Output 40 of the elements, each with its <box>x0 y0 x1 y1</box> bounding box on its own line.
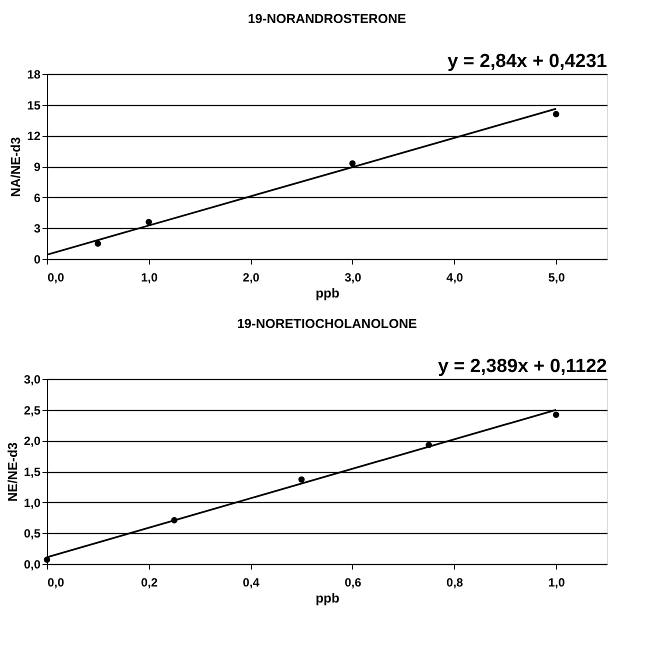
y-tick-label: 3 <box>34 222 41 236</box>
point <box>94 240 102 247</box>
y-axis-title: NE/NE-d3 <box>4 442 20 502</box>
y-tick-label: 1,5 <box>24 465 41 479</box>
y-tick-label: 0,5 <box>24 526 41 541</box>
y-tick-label: 0,0 <box>24 558 41 572</box>
chart-title: 19-NORANDROSTERONE <box>248 11 406 26</box>
x-tick-label: 1,0 <box>140 270 158 284</box>
chart-title: 19-NORETIOCHOLANOLONE <box>237 316 418 331</box>
point <box>146 218 152 226</box>
x-tick-label: 3,0 <box>344 270 362 284</box>
point <box>349 160 356 167</box>
y-tick-label: 6 <box>34 190 41 205</box>
point <box>552 412 560 418</box>
x-tick-label: 0,4 <box>242 576 260 590</box>
text: y = 2,84x + 0,4231 <box>447 51 608 72</box>
y-tick-label: 3,0 <box>24 372 41 386</box>
y-tick-label: 12 <box>27 129 41 144</box>
text: y = 2,389x + 0,1122 <box>438 356 607 377</box>
x-tick-label: 0,0 <box>48 270 65 284</box>
x-tick-label: 2,0 <box>242 270 260 284</box>
y-tick-label: 9 <box>34 160 41 174</box>
x-tick-label: 4,0 <box>446 270 464 284</box>
y-axis-title: NA/NE-d3 <box>8 137 24 197</box>
y-tick-label: 2,5 <box>24 403 41 418</box>
y-tick-label: 0 <box>34 252 41 266</box>
y-tick-label: 1,0 <box>24 496 41 510</box>
x-tick-label: 0,0 <box>48 576 65 590</box>
y-tick-label: 2,0 <box>24 434 41 448</box>
y-tick-label: 18 <box>27 68 41 82</box>
x-axis-title: ppb <box>316 286 340 300</box>
x-tick-label: 0,6 <box>344 576 362 590</box>
point <box>552 110 560 118</box>
x-tick-label: 5,0 <box>548 270 566 284</box>
y-tick-label: 15 <box>27 98 41 112</box>
x-tick-label: 0,8 <box>446 576 464 590</box>
x-axis-title: ppb <box>316 590 340 606</box>
point <box>298 476 305 483</box>
x-tick-label: 0,2 <box>140 576 158 590</box>
x-tick-label: 1,0 <box>548 576 566 590</box>
